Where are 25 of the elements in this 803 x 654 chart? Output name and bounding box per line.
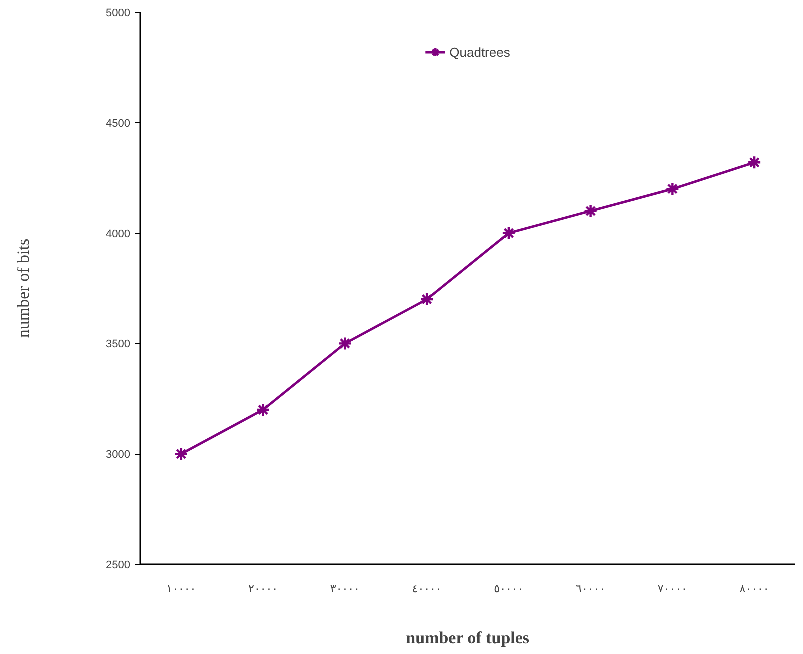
- x-tick-label: ٤٠٠٠٠: [412, 582, 442, 596]
- x-tick-label: ٦٠٠٠٠: [576, 582, 606, 596]
- point: [420, 292, 434, 307]
- x-tick-label: ٢٠٠٠٠: [248, 582, 278, 596]
- x-tick-label: ٣٠٠٠٠: [330, 582, 360, 596]
- x-tick-label: ١٠٠٠٠: [166, 582, 196, 596]
- point: [584, 204, 598, 218]
- y-tick-label: 3500: [106, 338, 131, 351]
- point: [666, 182, 680, 196]
- point: [174, 447, 189, 462]
- point: [338, 336, 352, 351]
- y-axis-title: number of bits: [14, 238, 34, 338]
- x-tick-label: ٥٠٠٠٠: [494, 582, 524, 596]
- x-tick-label: ٧٠٠٠٠: [658, 582, 688, 596]
- x-axis-title: number of tuples: [406, 628, 530, 648]
- y-tick-label: 3000: [106, 449, 131, 462]
- legend-label: Quadtrees: [450, 44, 510, 60]
- y-tick-label: 4000: [106, 228, 131, 240]
- x-tick-label: ٨٠٠٠٠: [740, 582, 770, 596]
- point: [256, 402, 270, 418]
- y-tick-label: 2500: [106, 560, 131, 572]
- y-tick-label: 4500: [106, 118, 131, 130]
- point: [747, 156, 762, 170]
- y-tick-label: 5000: [106, 8, 131, 20]
- point: [502, 226, 516, 240]
